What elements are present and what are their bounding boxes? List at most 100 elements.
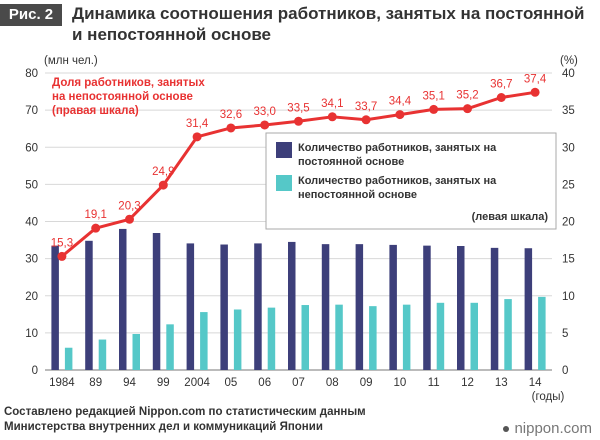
x-tick-label: 2004 <box>184 377 210 389</box>
y-tick-left: 50 <box>25 179 38 191</box>
share-point <box>125 214 134 224</box>
x-tick-label: 94 <box>123 377 136 389</box>
line-legend-text: на непостоянной основе <box>52 91 193 103</box>
line-legend-text: (правая шкала) <box>52 105 139 117</box>
share-point <box>260 120 270 130</box>
figure-tag: Рис. 2 <box>0 4 62 26</box>
bar-irregular <box>267 307 276 370</box>
share-point <box>496 93 506 103</box>
bar-regular <box>321 244 330 370</box>
bar-regular <box>152 233 161 370</box>
bar-regular <box>186 243 195 370</box>
chart-canvas: (млн чел.) (%)010203040506070800510152025… <box>25 55 578 403</box>
brand-logo: nippon.com <box>503 420 592 437</box>
bar-irregular <box>166 324 174 370</box>
share-point <box>395 110 405 120</box>
share-data-label: 15,3 <box>51 237 73 249</box>
x-axis-label: (годы) <box>532 391 565 403</box>
x-tick-label: 10 <box>394 377 407 389</box>
share-data-label: 32,6 <box>220 109 242 121</box>
x-tick-label: 89 <box>89 377 102 389</box>
x-tick-label: 06 <box>258 377 271 389</box>
bar-irregular <box>504 299 512 370</box>
bar-regular <box>389 244 397 370</box>
y-axis-left-label: (млн чел.) <box>44 55 98 67</box>
source-line-2: Министерства внутренних дел и коммуникац… <box>4 421 323 433</box>
line-legend-text: Доля работников, занятых <box>52 77 205 89</box>
legend-text-regular: постоянной основе <box>298 156 404 168</box>
y-tick-right: 30 <box>562 142 575 154</box>
y-tick-left: 80 <box>25 68 38 80</box>
share-data-label: 31,4 <box>186 118 209 130</box>
share-point <box>327 112 337 122</box>
y-tick-left: 30 <box>25 254 38 266</box>
share-data-label: 34,1 <box>321 98 343 110</box>
bar-regular <box>524 248 533 370</box>
bar-regular <box>490 247 499 370</box>
share-data-label: 24,9 <box>152 166 174 178</box>
bar-regular <box>457 246 465 370</box>
share-data-label: 19,1 <box>85 209 107 221</box>
bar-legend-box <box>265 132 557 230</box>
x-tick-label: 12 <box>461 377 474 389</box>
y-tick-right: 10 <box>562 291 575 303</box>
x-tick-label: 05 <box>225 377 238 389</box>
share-point <box>429 104 439 114</box>
y-tick-right: 0 <box>562 365 568 377</box>
legend-swatch-irregular <box>276 175 292 191</box>
share-data-label: 36,7 <box>490 79 512 91</box>
share-point <box>463 104 472 114</box>
share-data-label: 35,2 <box>456 90 478 102</box>
y-tick-right: 35 <box>562 105 575 117</box>
y-tick-left: 60 <box>25 142 38 154</box>
brand-dot-icon <box>503 426 510 433</box>
share-point <box>530 87 540 97</box>
bar-regular <box>85 240 93 370</box>
share-point <box>158 180 168 190</box>
bar-irregular <box>98 339 107 370</box>
y-tick-left: 0 <box>32 365 38 377</box>
share-point <box>91 223 101 233</box>
share-point <box>57 251 67 261</box>
bar-regular <box>220 244 228 370</box>
share-data-label: 20,3 <box>118 200 140 212</box>
y-tick-right: 25 <box>562 179 575 191</box>
share-point <box>192 132 202 142</box>
share-data-label: 37,4 <box>524 73 547 85</box>
y-tick-left: 20 <box>25 291 38 303</box>
bar-regular <box>119 228 127 370</box>
y-tick-right: 40 <box>562 68 575 80</box>
bar-irregular <box>64 347 73 370</box>
bar-regular <box>355 244 364 370</box>
x-tick-label: 09 <box>360 377 373 389</box>
source-line-1: Составлено редакцией Nippon.com по стати… <box>4 406 366 418</box>
bar-regular <box>288 241 296 370</box>
legend-swatch-regular <box>276 142 292 158</box>
share-point <box>294 116 303 126</box>
bar-irregular <box>402 304 411 370</box>
share-data-label: 35,1 <box>423 90 445 102</box>
bar-irregular <box>470 302 478 370</box>
x-tick-label: 13 <box>495 377 508 389</box>
share-data-label: 33,5 <box>287 102 309 114</box>
legend-text-irregular: Количество работников, занятых на <box>298 175 497 187</box>
y-tick-right: 5 <box>562 328 568 340</box>
y-axis-right-label: (%) <box>560 55 578 67</box>
legend-text-regular: Количество работников, занятых на <box>298 142 497 154</box>
bar-irregular <box>132 333 140 370</box>
bar-irregular <box>301 305 309 370</box>
share-data-label: 33,7 <box>355 101 377 113</box>
bar-regular <box>51 245 59 370</box>
x-tick-label: 11 <box>428 377 440 389</box>
x-tick-label: 08 <box>326 377 339 389</box>
share-point <box>226 123 236 133</box>
bar-regular <box>423 245 431 370</box>
y-tick-right: 15 <box>562 254 575 266</box>
bar-irregular <box>233 309 242 370</box>
y-tick-left: 70 <box>25 105 38 117</box>
bar-irregular <box>200 312 208 370</box>
x-tick-label: 99 <box>157 377 170 389</box>
y-tick-right: 20 <box>562 217 575 229</box>
chart-title: Динамика соотношения работников, занятых… <box>72 4 585 44</box>
bar-irregular <box>538 296 546 370</box>
